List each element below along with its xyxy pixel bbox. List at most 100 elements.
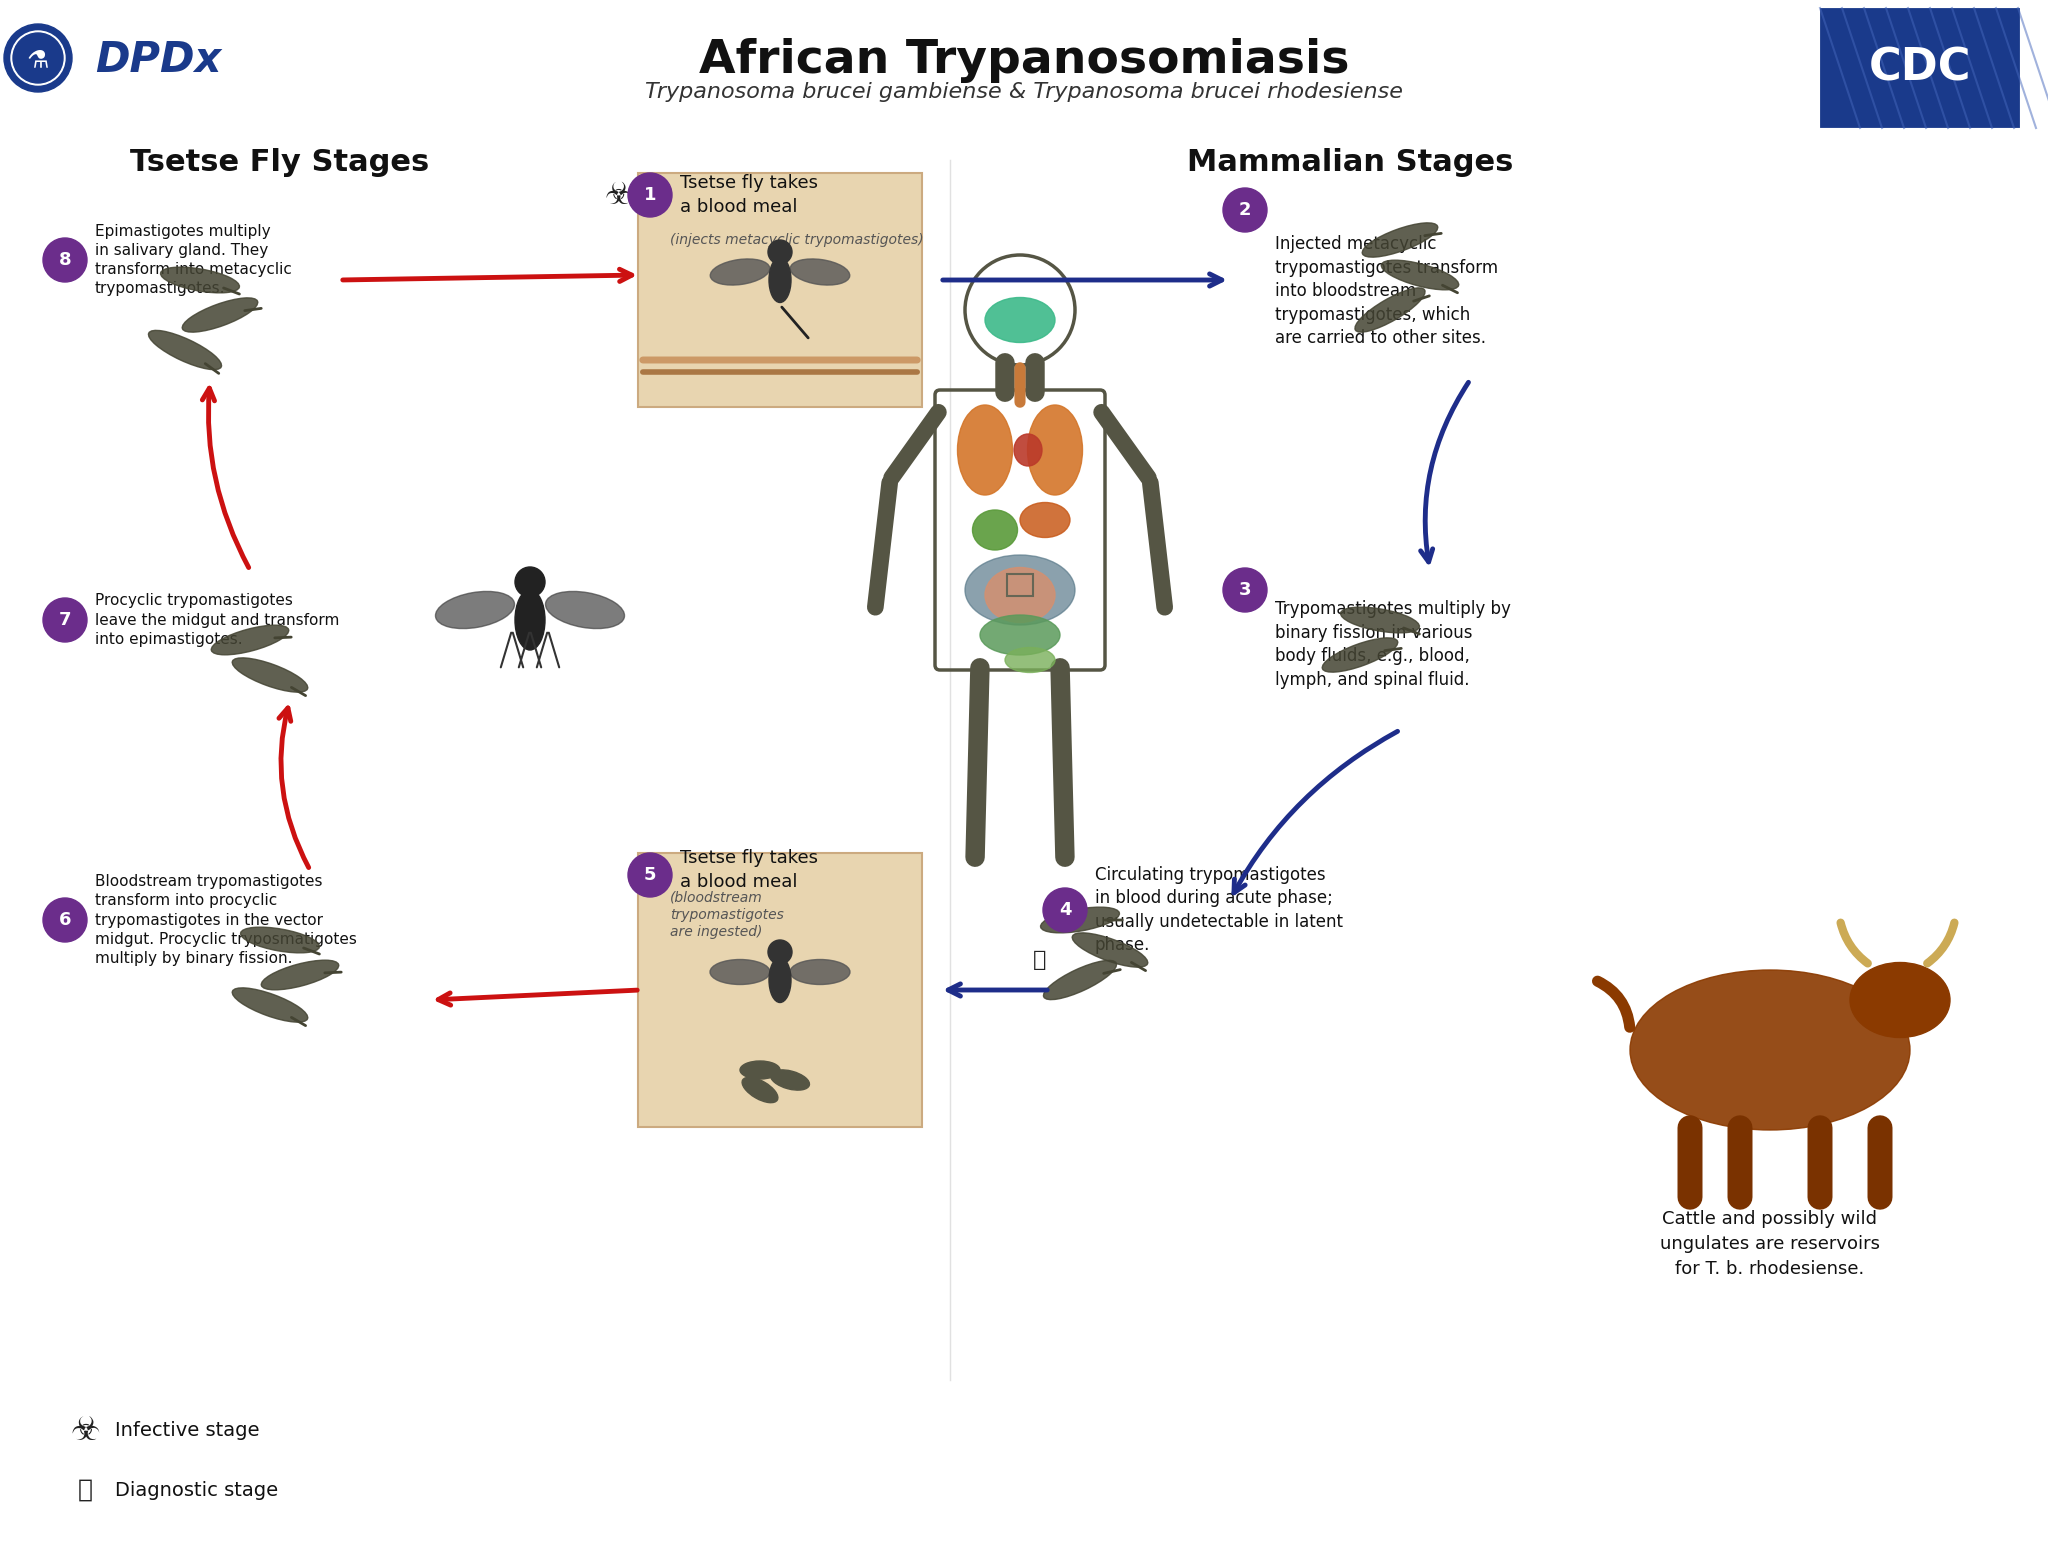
Text: CDC: CDC — [1868, 47, 1972, 89]
Ellipse shape — [160, 267, 240, 292]
FancyArrowPatch shape — [1425, 233, 1442, 236]
Circle shape — [4, 23, 72, 92]
FancyArrowPatch shape — [874, 483, 889, 608]
FancyArrowPatch shape — [1104, 970, 1120, 973]
Circle shape — [629, 173, 672, 217]
Ellipse shape — [741, 1078, 778, 1103]
Text: Diagnostic stage: Diagnostic stage — [115, 1481, 279, 1500]
Ellipse shape — [958, 405, 1012, 495]
Ellipse shape — [791, 959, 850, 984]
FancyArrowPatch shape — [205, 364, 219, 373]
Ellipse shape — [231, 987, 307, 1022]
FancyArrowPatch shape — [891, 412, 938, 478]
FancyArrowPatch shape — [246, 308, 262, 311]
FancyArrowPatch shape — [1442, 286, 1458, 292]
Circle shape — [514, 567, 545, 597]
Text: Tsetse fly takes
a blood meal: Tsetse fly takes a blood meal — [680, 850, 817, 890]
FancyArrowPatch shape — [502, 633, 512, 667]
FancyArrowPatch shape — [1235, 731, 1397, 893]
Ellipse shape — [985, 567, 1055, 623]
Circle shape — [629, 853, 672, 897]
Text: Cattle and possibly wild
ungulates are reservoirs
for T. b. rhodesiense.: Cattle and possibly wild ungulates are r… — [1661, 1211, 1880, 1278]
Text: ⚗: ⚗ — [27, 48, 49, 72]
Ellipse shape — [739, 1061, 780, 1079]
Text: 🔬: 🔬 — [78, 1478, 92, 1503]
Circle shape — [43, 237, 86, 283]
FancyArrowPatch shape — [518, 633, 528, 667]
FancyBboxPatch shape — [639, 173, 922, 408]
Ellipse shape — [711, 959, 770, 984]
Circle shape — [1042, 889, 1087, 933]
Ellipse shape — [262, 961, 338, 990]
Text: ☣: ☣ — [70, 1414, 100, 1446]
Ellipse shape — [1630, 970, 1911, 1129]
FancyArrowPatch shape — [1061, 669, 1065, 858]
Ellipse shape — [436, 592, 514, 628]
Ellipse shape — [711, 259, 770, 284]
Ellipse shape — [973, 511, 1018, 550]
FancyArrowPatch shape — [1927, 923, 1954, 964]
Circle shape — [1223, 569, 1268, 612]
FancyArrowPatch shape — [530, 633, 541, 667]
Text: Procyclic trypomastigotes
leave the midgut and transform
into epimastigotes.: Procyclic trypomastigotes leave the midg… — [94, 594, 340, 647]
Text: Tsetse fly takes
a blood meal: Tsetse fly takes a blood meal — [680, 175, 817, 216]
Text: 4: 4 — [1059, 901, 1071, 918]
Circle shape — [43, 598, 86, 642]
FancyArrowPatch shape — [948, 984, 1047, 997]
FancyArrowPatch shape — [303, 948, 319, 954]
Circle shape — [10, 31, 66, 84]
FancyArrowPatch shape — [291, 1017, 305, 1026]
Ellipse shape — [791, 259, 850, 284]
Text: African Trypanosomiasis: African Trypanosomiasis — [698, 37, 1350, 83]
Text: Trypomastigotes multiply by
binary fission in various
body fluids, e.g., blood,
: Trypomastigotes multiply by binary fissi… — [1276, 600, 1511, 689]
FancyArrowPatch shape — [512, 633, 522, 667]
FancyArrowPatch shape — [203, 389, 248, 567]
Text: (bloodstream
trypomastigotes
are ingested): (bloodstream trypomastigotes are ingeste… — [670, 890, 784, 939]
Text: DPDx: DPDx — [94, 39, 221, 81]
Ellipse shape — [1042, 961, 1116, 1000]
Ellipse shape — [1380, 261, 1458, 291]
FancyArrowPatch shape — [1841, 923, 1868, 964]
Text: ☣: ☣ — [604, 181, 631, 209]
FancyArrowPatch shape — [1384, 648, 1401, 651]
Circle shape — [768, 241, 793, 264]
Text: 5: 5 — [643, 865, 655, 884]
FancyArrowPatch shape — [223, 287, 240, 294]
FancyArrowPatch shape — [1102, 412, 1149, 478]
Ellipse shape — [1020, 503, 1069, 537]
Ellipse shape — [1040, 908, 1120, 933]
FancyArrowPatch shape — [549, 633, 559, 667]
FancyArrowPatch shape — [438, 990, 637, 1004]
Ellipse shape — [147, 331, 221, 370]
Ellipse shape — [1014, 434, 1042, 465]
FancyArrowPatch shape — [782, 308, 809, 337]
Ellipse shape — [231, 658, 307, 692]
Ellipse shape — [1006, 648, 1055, 673]
Text: (injects metacyclic trypomastigotes): (injects metacyclic trypomastigotes) — [670, 233, 924, 247]
Ellipse shape — [1028, 405, 1083, 495]
Text: Epimastigotes multiply
in salivary gland. They
transform into metacyclic
trypoma: Epimastigotes multiply in salivary gland… — [94, 223, 293, 297]
FancyArrowPatch shape — [291, 687, 305, 695]
Text: Injected metacyclic
trypomastigotes transform
into bloodstream
trypomastigotes, : Injected metacyclic trypomastigotes tran… — [1276, 234, 1499, 347]
Text: Tsetse Fly Stages: Tsetse Fly Stages — [131, 148, 430, 177]
FancyArrowPatch shape — [1403, 628, 1419, 634]
Circle shape — [43, 898, 86, 942]
Ellipse shape — [1849, 962, 1950, 1037]
Text: Infective stage: Infective stage — [115, 1420, 260, 1440]
FancyArrowPatch shape — [342, 269, 631, 281]
Text: 3: 3 — [1239, 581, 1251, 598]
FancyArrowPatch shape — [942, 273, 1223, 286]
Ellipse shape — [514, 590, 545, 650]
Ellipse shape — [1073, 933, 1147, 967]
Circle shape — [12, 33, 63, 83]
Text: 7: 7 — [59, 611, 72, 629]
FancyArrowPatch shape — [1413, 295, 1430, 301]
Ellipse shape — [240, 928, 319, 953]
Ellipse shape — [965, 555, 1075, 625]
Circle shape — [768, 940, 793, 964]
FancyBboxPatch shape — [1819, 6, 2021, 130]
FancyBboxPatch shape — [639, 853, 922, 1128]
Ellipse shape — [981, 615, 1061, 654]
Ellipse shape — [770, 1070, 809, 1090]
Text: Mammalian Stages: Mammalian Stages — [1186, 148, 1513, 177]
